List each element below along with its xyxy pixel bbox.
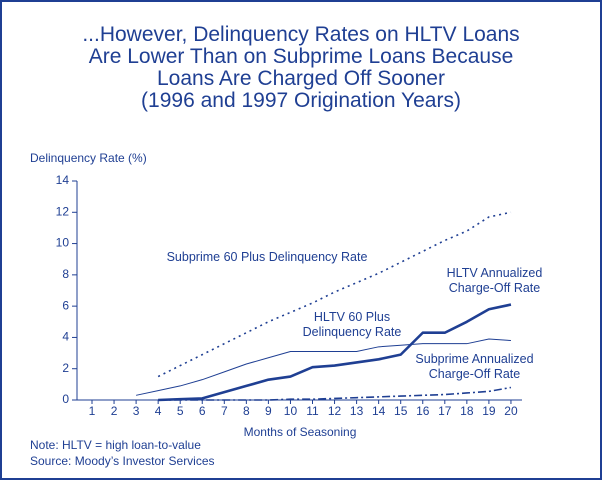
x-tick-label: 16	[416, 404, 430, 418]
y-tick-label: 14	[56, 173, 70, 187]
series-line	[158, 303, 512, 402]
x-tick-label: 3	[133, 404, 140, 418]
note: Note: HLTV = high loan-to-value	[30, 438, 201, 452]
y-tick-label: 4	[62, 330, 69, 344]
x-tick-label: 12	[328, 404, 342, 418]
x-tick-label: 20	[504, 404, 518, 418]
x-tick-label: 1	[89, 404, 96, 418]
x-tick-label: 15	[394, 404, 408, 418]
x-axis-label: Months of Seasoning	[244, 425, 357, 439]
y-tick-label: 10	[56, 236, 70, 250]
series-label: HLTV 60 Plus Delinquency Rate	[302, 310, 402, 339]
x-tick-label: 13	[350, 404, 364, 418]
x-tick-label: 7	[221, 404, 228, 418]
y-tick-label: 6	[62, 298, 69, 312]
series-label: Subprime Annualized Charge-Off Rate	[415, 352, 534, 381]
x-tick-label: 6	[199, 404, 206, 418]
x-tick-label: 19	[482, 404, 496, 418]
title-line: ...However, Delinquency Rates on HLTV Lo…	[82, 23, 520, 46]
y-tick-label: 2	[62, 361, 69, 375]
x-tick-label: 4	[155, 404, 162, 418]
y-tick-label: 12	[56, 204, 70, 218]
x-tick-label: 10	[284, 404, 298, 418]
x-tick-label: 17	[438, 404, 452, 418]
title-line: Are Lower Than on Subprime Loans Because	[88, 45, 514, 68]
x-tick-label: 5	[177, 404, 184, 418]
chart-title: ...However, Delinquency Rates on HLTV Lo…	[2, 24, 600, 112]
series-line	[135, 338, 511, 396]
source: Source: Moody’s Investor Services	[30, 454, 215, 468]
x-tick-label: 11	[306, 404, 319, 418]
title-line: (1996 and 1997 Origination Years)	[141, 89, 461, 112]
series-label: HLTV Annualized Charge-Off Rate	[446, 266, 543, 295]
x-tick-label: 2	[111, 404, 118, 418]
series-line	[157, 211, 512, 378]
y-axis-label: Delinquency Rate (%)	[30, 151, 147, 165]
y-tick-label: 8	[62, 267, 69, 281]
x-tick-label: 8	[243, 404, 250, 418]
title-line: Loans Are Charged Off Sooner	[157, 67, 445, 90]
y-tick-label: 0	[62, 392, 69, 406]
series-label: Subprime 60 Plus Delinquency Rate	[166, 250, 368, 264]
x-tick-label: 9	[265, 404, 272, 418]
series-line	[158, 386, 512, 401]
x-tick-label: 18	[460, 404, 474, 418]
x-tick-label: 14	[372, 404, 386, 418]
